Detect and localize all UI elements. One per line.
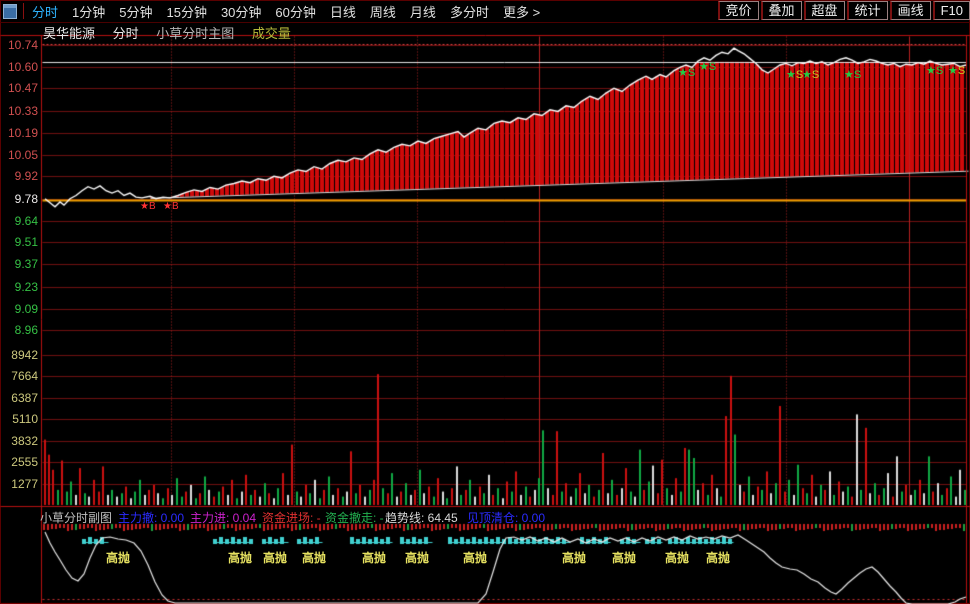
volume-tick: 8942 [11,347,38,362]
toolbar-button-1[interactable]: 叠加 [760,1,802,20]
sub-indicator-item-0: 主力撤: 0.00 [118,511,185,525]
price-tick: 9.64 [14,214,38,229]
toolbar-buttons: 竞价 叠加 超盘 统计 画线 F10 [716,1,970,20]
toolbar-button-3[interactable]: 统计 [846,1,888,20]
price-tick: 9.78 [14,191,38,206]
period-label: 分时 [112,26,139,41]
sub-indicator-item-5: 见顶清仓: 0.00 [467,511,546,525]
sell-letter: S [687,67,696,80]
period-tab-6[interactable]: 日线 [329,4,356,20]
buy-signal-marker: ★B [163,200,179,212]
sell-letter: S [811,68,820,81]
price-tick: 10.60 [7,60,38,75]
gaopao-label: 高抛 [405,551,430,565]
period-tab-4[interactable]: 30分钟 [220,4,262,20]
price-tick: 9.23 [14,279,38,294]
toolbar-button-0[interactable]: 竞价 [717,1,759,20]
sell-star-icon: ★ [926,65,936,78]
gaopao-label: 高抛 [665,551,690,565]
period-tab-3[interactable]: 15分钟 [166,4,207,20]
gaopao-label: 高抛 [302,551,327,565]
volume-tick: 6387 [11,390,38,405]
sell-signal-marker: ★S [786,68,804,81]
price-tick: 9.37 [14,257,38,272]
main-indicator-name[interactable]: 小草分时主图 [156,26,235,41]
price-tick: 9.51 [14,234,38,249]
volume-tick: 1277 [11,476,38,491]
volume-tick: 3832 [11,433,38,448]
sell-letter: S [957,65,966,78]
sell-star-icon: ★ [802,68,812,81]
sell-signal-marker: ★S [926,66,943,77]
gaopao-label: 高抛 [228,551,253,565]
price-tick: 10.05 [7,148,38,163]
period-tab-10[interactable]: 更多 > [502,4,541,20]
toolbar-button-5[interactable]: F10 [932,1,970,20]
volume-tick: 7664 [11,369,38,384]
period-tab-9[interactable]: 多分时 [449,4,489,20]
chart-subtitle-row: 昊华能源 分时 小草分时主图 成交量 [43,23,305,41]
sell-star-icon: ★ [786,68,796,81]
price-tick: 8.96 [14,322,38,337]
sell-star-icon: ★ [948,65,958,78]
sell-signal-marker: ★S [699,62,716,73]
sub-indicator-item-1: 主力进: 0.04 [190,511,257,525]
period-tab-5[interactable]: 60分钟 [275,4,316,20]
price-tick: 9.92 [14,169,38,184]
gaopao-label: 高抛 [106,551,131,565]
sell-letter: S [853,68,862,81]
toolbar-button-4[interactable]: 画线 [889,1,931,20]
period-tab-0[interactable]: 分时 [32,4,59,20]
sell-signal-marker: ★S [678,68,695,79]
toolbar-divider [23,3,24,19]
sell-letter: S [935,65,944,78]
sub-indicator-item-2: 资金进场: - [262,511,321,525]
price-tick: 10.33 [7,103,38,118]
sell-star-icon: ★ [678,67,688,80]
sub-indicator-header: 小草分时副图 主力撤: 0.00 主力进: 0.04 资金进场: - 资金撤走: -趋… [0,509,970,525]
gaopao-label: 高抛 [562,551,587,565]
sub-indicator-item-3: 资金撤走: - [325,511,384,525]
sell-star-icon: ★ [699,61,709,74]
volume-indicator-label[interactable]: 成交量 [251,26,291,41]
period-tab-1[interactable]: 1分钟 [72,4,106,20]
period-tab-list: 分时 1分钟 5分钟 15分钟 30分钟 60分钟 日线 周线 月线 多分时 更多 > [32,2,554,21]
volume-tick: 2555 [11,455,38,470]
period-tab-8[interactable]: 月线 [409,4,436,20]
gaopao-label: 高抛 [362,551,387,565]
gaopao-label: 高抛 [706,551,731,565]
sell-letter: S [708,61,717,74]
app-icon[interactable] [3,3,17,19]
toolbar-button-2[interactable]: 超盘 [803,1,845,20]
price-tick: 10.47 [7,81,38,96]
price-tick: 10.74 [7,38,38,52]
volume-tick: 5110 [12,412,38,427]
sell-signal-marker: ★S [802,68,820,81]
price-tick: 10.19 [7,126,38,141]
sell-signal-marker: ★S [948,66,965,77]
gaopao-label: 高抛 [612,551,637,565]
gaopao-label: 高抛 [263,551,288,565]
buy-signal-marker: ★B [140,200,156,212]
stock-name: 昊华能源 [43,26,96,41]
period-tab-7[interactable]: 周线 [369,4,396,20]
sell-signal-marker: ★S [844,68,862,81]
period-toolbar: 分时 1分钟 5分钟 15分钟 30分钟 60分钟 日线 周线 月线 多分时 更多 > 竞价 叠加 超盘… [0,0,970,23]
sell-letter: S [795,68,804,81]
sell-star-icon: ★ [844,68,854,81]
sub-indicator-item-4: 趋势线: 64.45 [385,511,458,525]
sub-indicator-name[interactable]: 小草分时副图 [40,511,113,525]
gaopao-label: 高抛 [463,551,488,565]
price-tick: 9.09 [14,302,38,317]
period-tab-2[interactable]: 5分钟 [119,4,153,20]
